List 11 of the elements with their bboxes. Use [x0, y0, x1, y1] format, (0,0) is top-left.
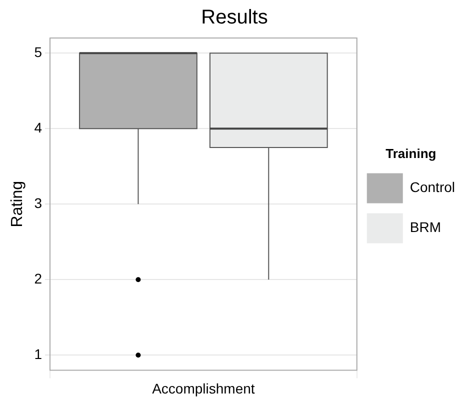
legend-title: Training	[386, 146, 436, 161]
legend-label: Control	[410, 179, 456, 196]
y-tick-label: 5	[34, 44, 42, 60]
y-tick-label: 2	[34, 270, 42, 286]
legend-label: BRM	[410, 219, 441, 236]
x-tick-label: Accomplishment	[152, 380, 255, 396]
y-tick-label: 1	[34, 346, 42, 362]
y-tick-label: 3	[34, 194, 42, 211]
chart-title: Results	[201, 6, 268, 29]
y-axis-title: Rating	[9, 180, 26, 228]
y-tick-label: 4	[34, 119, 42, 136]
